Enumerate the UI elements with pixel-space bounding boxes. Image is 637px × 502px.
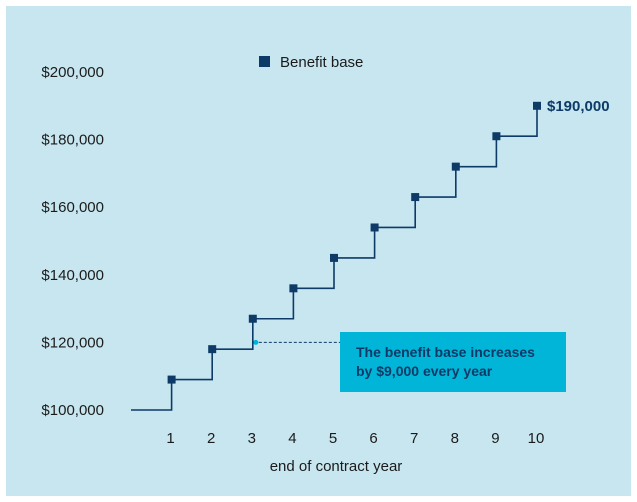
- annotation-line-2: by $9,000 every year: [356, 363, 493, 379]
- data-point-marker: [167, 375, 176, 384]
- annotation-line-1: The benefit base increases: [356, 344, 535, 360]
- annotation-box: [340, 332, 566, 392]
- x-tick-label: 10: [528, 430, 545, 447]
- data-point-marker: [248, 314, 257, 323]
- annotation-dot: [253, 339, 259, 345]
- y-tick-label: $140,000: [41, 267, 104, 284]
- x-tick-label: 2: [207, 430, 215, 447]
- data-point-marker: [289, 284, 298, 293]
- x-tick-label: 6: [369, 430, 377, 447]
- data-point-marker: [533, 101, 541, 110]
- y-tick-label: $160,000: [41, 199, 104, 216]
- x-tick-label: 3: [248, 430, 256, 447]
- x-axis-title: end of contract year: [270, 458, 403, 475]
- y-tick-label: $180,000: [41, 132, 104, 149]
- legend-marker: [259, 56, 270, 67]
- chart-panel: $100,000 $120,000 $140,000 $160,000 $180,000…: [6, 6, 631, 496]
- data-point-marker: [451, 162, 460, 171]
- x-tick-label: 4: [288, 430, 296, 447]
- legend: Benefit base: [259, 54, 363, 71]
- x-tick-label: 1: [166, 430, 174, 447]
- benefit-base-chart: $100,000 $120,000 $140,000 $160,000 $180,000…: [41, 54, 610, 475]
- data-point-marker: [208, 345, 217, 354]
- x-tick-label: 5: [329, 430, 337, 447]
- x-tick-label: 9: [491, 430, 499, 447]
- end-value-label: $190,000: [547, 98, 610, 115]
- y-tick-label: $200,000: [41, 64, 104, 81]
- y-tick-label: $100,000: [41, 402, 104, 419]
- data-point-marker: [330, 253, 338, 262]
- legend-label: Benefit base: [280, 54, 363, 71]
- data-point-marker: [411, 193, 420, 202]
- data-point-marker: [370, 223, 379, 232]
- x-tick-label: 7: [410, 430, 418, 447]
- data-point-marker: [492, 132, 501, 141]
- x-tick-label: 8: [451, 430, 459, 447]
- annotation: The benefit base increases by $9,000 eve…: [253, 332, 566, 392]
- y-tick-label: $120,000: [41, 334, 104, 351]
